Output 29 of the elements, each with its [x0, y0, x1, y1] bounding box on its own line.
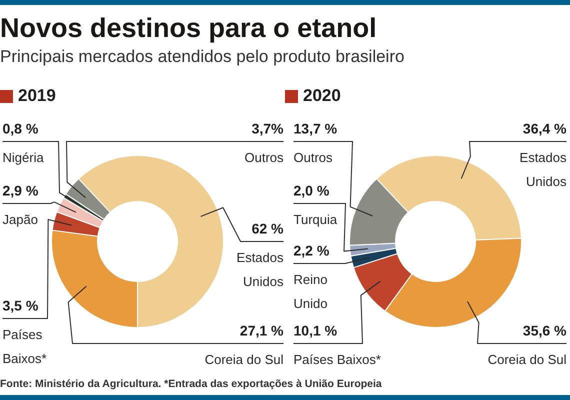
slice-label: Coreia do Sul — [488, 352, 567, 367]
data-label: 2,9 % — [2, 182, 39, 198]
data-label: 13,7 % — [294, 120, 338, 136]
slice-label: Outros — [244, 150, 284, 165]
slice-label: Nigéria — [2, 150, 44, 165]
source-note: Fonte: Ministério da Agricultura. *Entrada das exportações à União Europeia — [0, 377, 383, 391]
slice-label: Estados Unidos — [520, 150, 567, 189]
slice-label: Japão — [2, 212, 38, 227]
data-label: 3,7% — [252, 120, 284, 136]
data-label: 27,1 % — [240, 322, 284, 338]
chart-title: 2020 — [302, 84, 341, 107]
slice-label: Estados Unidos — [236, 250, 284, 289]
slice-label: Países Baixos* — [294, 352, 381, 367]
data-label: 10,1 % — [294, 322, 338, 338]
slice-label: Reino Unido — [294, 272, 328, 311]
chart-title: 2019 — [17, 84, 56, 107]
text: Novos destinos para o etanol — [0, 12, 378, 45]
data-label: 62 % — [252, 220, 284, 236]
slice-label: Países Baixos* — [2, 327, 47, 366]
slice-label: Turquia — [294, 212, 338, 227]
slice-label: Coreia do Sul — [204, 352, 284, 367]
data-label: 2,2 % — [294, 242, 330, 258]
data-label: 3,5 % — [2, 298, 39, 314]
data-label: 2,0 % — [294, 182, 330, 198]
data-label: 35,6 % — [522, 322, 568, 338]
slice-label: Outros — [294, 150, 334, 165]
data-label: 0,8 % — [2, 120, 39, 136]
text: Principais mercados atendidos pelo produto brasileiro — [0, 46, 406, 68]
data-label: 36,4 % — [522, 120, 568, 136]
